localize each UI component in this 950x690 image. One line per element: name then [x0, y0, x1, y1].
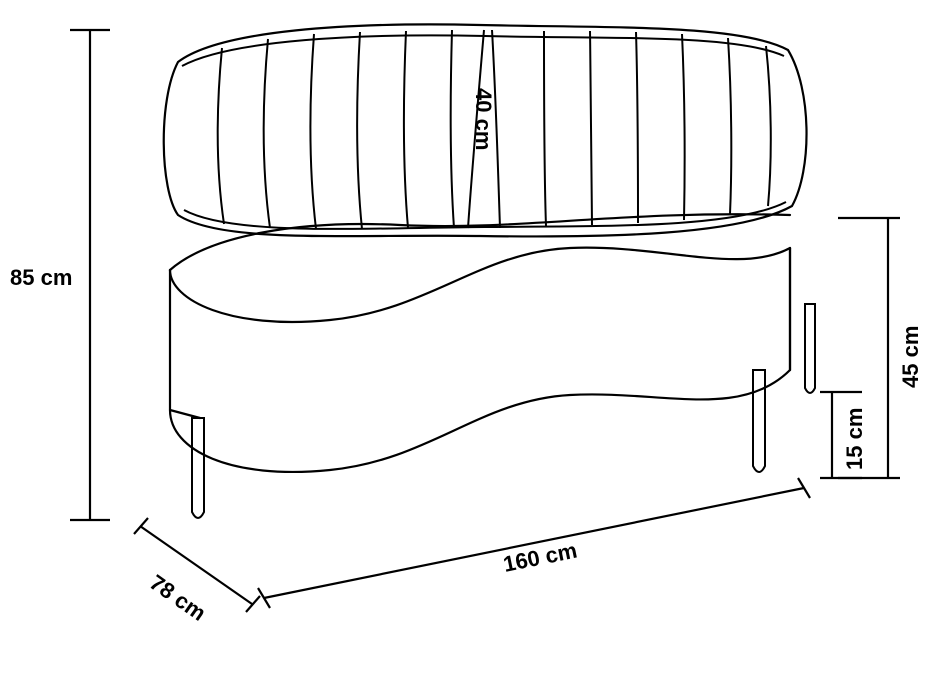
dim-depth: 78 cm [134, 518, 260, 626]
legs [192, 304, 815, 518]
dim-width: 160 cm [258, 478, 810, 608]
dim-backrest-height: 40 cm [471, 88, 496, 150]
seat-base [170, 214, 790, 472]
label-leg-height: 15 cm [842, 408, 867, 470]
label-seat-height: 45 cm [898, 326, 923, 388]
sofa-dimension-diagram: 85 cm 40 cm 45 cm 15 cm 160 cm 78 cm [0, 0, 950, 690]
label-total-height: 85 cm [10, 265, 72, 290]
label-width: 160 cm [501, 538, 579, 577]
label-backrest-height: 40 cm [471, 88, 496, 150]
dim-total-height: 85 cm [10, 30, 110, 520]
label-depth: 78 cm [145, 570, 210, 626]
dim-leg-height: 15 cm [820, 392, 867, 478]
